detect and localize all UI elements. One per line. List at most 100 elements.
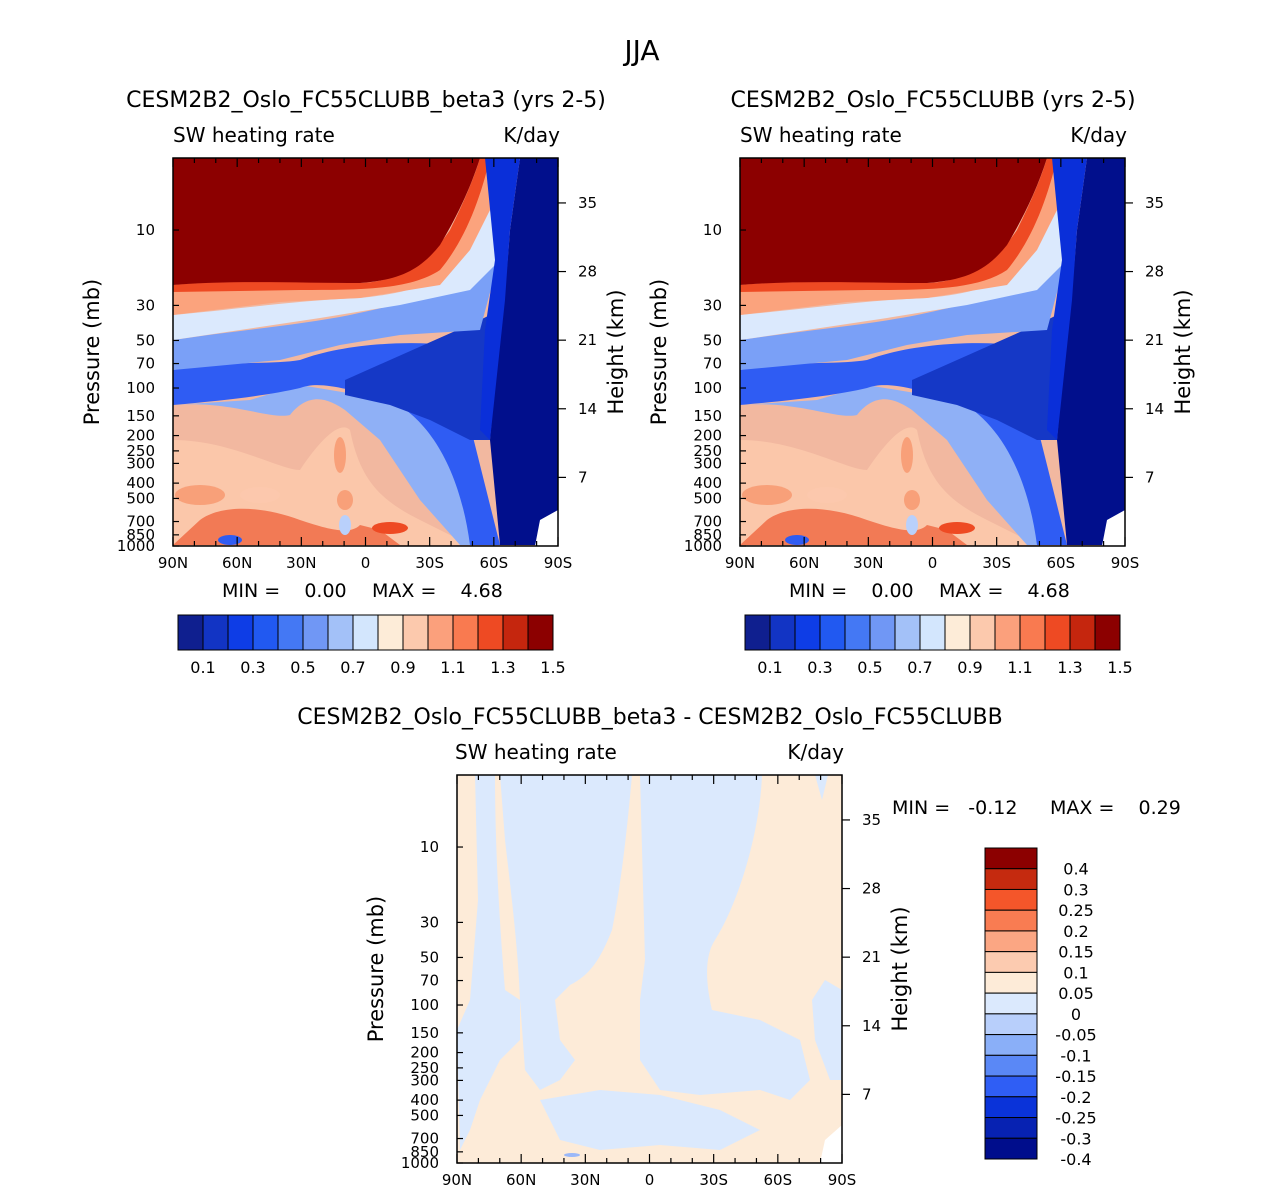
panel-b-colorbar: 0.1 0.3 0.5 0.7 0.9 1.1 1.3 1.5: [744, 614, 1133, 677]
min-label: MIN = -0.12: [892, 797, 1017, 819]
y-tick-label: 150: [126, 407, 155, 425]
colorbar-swatch: [984, 1075, 1038, 1098]
panel-a-colorbar: 0.1 0.3 0.5 0.7 0.9 1.1 1.3 1.5: [177, 614, 566, 677]
y-tick-label: 10: [136, 221, 155, 239]
min-label: MIN = 0.00: [222, 580, 347, 602]
colorbar-swatch: [744, 614, 771, 651]
colorbar-swatch: [984, 930, 1038, 953]
x-tick-label: 90N: [158, 554, 188, 572]
contour-fill: [1047, 158, 1087, 440]
colorbar-label: 0.15: [1058, 943, 1094, 962]
colorbar-swatch: [527, 614, 554, 651]
colorbar-swatch: [352, 614, 379, 651]
colorbar-swatch: [277, 614, 304, 651]
y-tick-label: 1000: [684, 537, 722, 555]
y-tick-label: 400: [410, 1091, 439, 1109]
max-label: MAX = 4.68: [372, 580, 503, 602]
y-tick-label: 500: [410, 1106, 439, 1124]
y2-tick-label: 7: [862, 1085, 872, 1103]
y2-tick-label: 14: [1145, 400, 1164, 418]
colorbar-swatch: [984, 1137, 1038, 1160]
colorbar-label: 0.7: [907, 658, 932, 677]
colorbar-label: -0.1: [1060, 1046, 1091, 1065]
colorbar-label: 0.05: [1058, 984, 1094, 1003]
contour-fill: [480, 158, 520, 440]
colorbar-swatch: [984, 868, 1038, 890]
x-tick-label: 90S: [1111, 554, 1140, 572]
contour-fill: [740, 210, 1067, 340]
y-tick-label: 70: [136, 355, 155, 373]
contour-fill: [372, 522, 408, 534]
panel-b-minmax: MIN = 0.00 MAX = 4.68: [789, 580, 1070, 602]
y2-tick-label: 28: [1145, 263, 1164, 281]
panel-a-minmax: MIN = 0.00 MAX = 4.68: [222, 580, 503, 602]
y-tick-label: 400: [693, 474, 722, 492]
x-tick-label: 90S: [544, 554, 573, 572]
panel-c-colorbar: 0.40.3 0.25 0.2 0.150.1 0.05 0 -0.05-0.1 -0.15 -…: [984, 847, 1097, 1169]
y-tick-label: 500: [693, 489, 722, 507]
y2-tick-label: 14: [578, 400, 597, 418]
figure-title: JJA: [622, 34, 659, 67]
contour-fill: [740, 385, 1067, 545]
y-axis-label: Pressure (mb): [647, 279, 671, 426]
missing-data: [535, 510, 558, 546]
colorbar-label: 0.3: [807, 658, 832, 677]
colorbar-swatch: [969, 614, 996, 651]
y-tick-label: 30: [420, 913, 439, 931]
colorbar-label: -0.3: [1060, 1129, 1091, 1148]
y2-tick-label: 35: [1145, 194, 1164, 212]
y-tick-label: 100: [126, 379, 155, 397]
contour-fill: [345, 310, 500, 440]
panel-a-subtitle-right: K/day: [503, 123, 560, 147]
contour-fill: [640, 775, 810, 1100]
contour-fill: [740, 255, 1067, 370]
colorbar-swatch: [302, 614, 329, 651]
contour-fill: [173, 210, 500, 340]
panel-b-title: CESM2B2_Oslo_FC55CLUBB (yrs 2-5): [730, 88, 1135, 113]
panel-a-contours: [173, 158, 558, 546]
x-tick-label: 0: [645, 1171, 655, 1189]
colorbar-swatch: [894, 614, 921, 651]
x-tick-label: 30N: [853, 554, 883, 572]
y2-tick-label: 35: [862, 811, 881, 829]
y2-tick-label: 14: [862, 1017, 881, 1035]
panel-b-subtitle-right: K/day: [1070, 123, 1127, 147]
colorbar-swatch: [984, 909, 1038, 932]
x-tick-label: 30S: [415, 554, 444, 572]
contour-fill: [540, 1090, 760, 1150]
contour-fill: [904, 490, 920, 510]
y-tick-label: 850: [693, 526, 722, 544]
y-tick-label: 30: [136, 296, 155, 314]
panel-a-x-axis: 90N 60N 30N 0 30S 60S 90S: [158, 158, 572, 572]
panel-a-subtitle-left: SW heating rate: [173, 123, 335, 147]
x-tick-label: 30S: [982, 554, 1011, 572]
panel-b-x-axis: 90N 60N 30N 0 30S 60S 90S: [725, 158, 1139, 572]
colorbar-swatch: [1044, 614, 1071, 651]
panel-c-minmax: MIN = -0.12 MAX = 0.29: [892, 797, 1181, 819]
colorbar-swatch: [984, 992, 1038, 1015]
contour-fill: [457, 775, 520, 1150]
contour-fill: [490, 158, 558, 545]
colorbar-label: 0.3: [1063, 880, 1088, 899]
colorbar-swatch: [984, 847, 1038, 870]
contour-fill: [173, 385, 500, 545]
colorbar-swatch: [452, 614, 479, 651]
panel-b-contours: [740, 158, 1125, 546]
colorbar-swatch: [1069, 614, 1096, 651]
colorbar-label: 1.3: [490, 658, 515, 677]
y-tick-label: 300: [126, 454, 155, 472]
panel-c-subtitle-right: K/day: [787, 740, 844, 764]
contour-fill: [564, 1153, 580, 1157]
contour-fill: [334, 437, 346, 473]
y-tick-label: 700: [693, 513, 722, 531]
x-tick-label: 90S: [828, 1171, 857, 1189]
contour-fill: [906, 515, 918, 535]
y-tick-label: 50: [703, 331, 722, 349]
x-tick-label: 60S: [1047, 554, 1076, 572]
colorbar-swatch: [769, 614, 796, 651]
max-label: MAX = 4.68: [939, 580, 1070, 602]
x-tick-label: 0: [928, 554, 938, 572]
colorbar-swatch: [377, 614, 404, 651]
colorbar-label: 0.1: [190, 658, 215, 677]
